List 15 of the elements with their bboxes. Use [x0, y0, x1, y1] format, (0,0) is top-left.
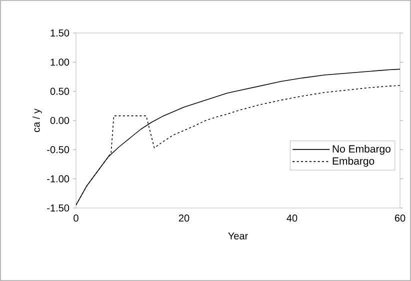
x-axis-title: Year [228, 232, 248, 240]
legend-label: Embargo [332, 157, 374, 167]
y-tick-label: -1.00 [47, 175, 70, 182]
y-tick-label: 0.50 [50, 88, 70, 95]
y-tick-label: -1.50 [47, 204, 70, 212]
x-tick-label: 0 [74, 214, 78, 222]
x-tick-label: 20 [178, 214, 190, 222]
y-tick-label: 1.00 [50, 58, 70, 66]
y-tick-label: -0.50 [47, 146, 70, 154]
y-tick-label: 0.00 [50, 116, 70, 124]
x-tick-label: 60 [394, 214, 406, 222]
y-axis-title: ca / y [32, 108, 42, 132]
x-tick-label: 40 [286, 214, 298, 222]
y-tick-label: 1.50 [50, 29, 70, 37]
legend-label: No Embargo [332, 144, 390, 155]
